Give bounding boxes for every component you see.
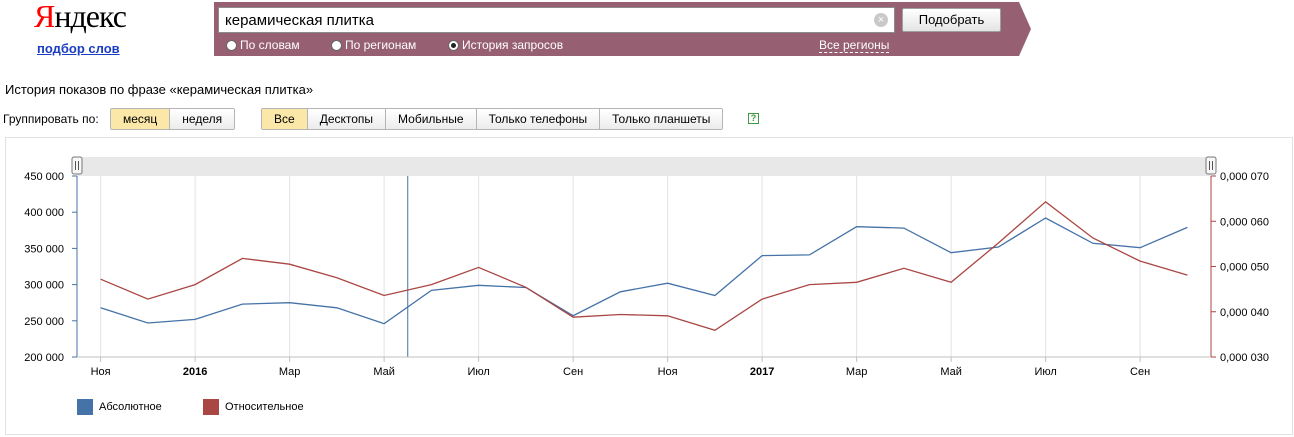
- range-navigator: [77, 157, 1211, 176]
- grip-handle-icon: [71, 156, 83, 175]
- y-right-tick-label: 0,000 030: [1220, 352, 1269, 364]
- y-left-tick-label: 400 000: [24, 207, 64, 219]
- device-mobile-button[interactable]: Мобильные: [385, 109, 476, 129]
- legend-item-absolute[interactable]: Абсолютное: [77, 399, 162, 415]
- device-switch: Все Десктопы Мобильные Только телефоны Т…: [261, 108, 724, 130]
- y-right-tick-label: 0,000 060: [1220, 216, 1269, 228]
- mode-label: История запросов: [462, 38, 564, 52]
- x-tick-label: Мар: [846, 366, 868, 378]
- x-tick-label: Ноя: [658, 366, 678, 378]
- group-by-label: Группировать по:: [3, 112, 99, 126]
- y-left-tick-label: 250 000: [24, 316, 64, 328]
- y-left-tick-label: 350 000: [24, 243, 64, 255]
- submit-button[interactable]: Подобрать: [902, 8, 1001, 32]
- radio-icon: [226, 39, 237, 51]
- mode-label: По словам: [240, 38, 300, 52]
- device-tablets-button[interactable]: Только планшеты: [599, 109, 723, 129]
- y-left-tick-label: 200 000: [24, 352, 64, 364]
- y-left-tick-label: 450 000: [24, 171, 64, 183]
- search-input[interactable]: керамическая плитка: [218, 7, 895, 33]
- help-icon[interactable]: ?: [748, 113, 759, 124]
- x-tick-label: 2017: [750, 366, 774, 378]
- grouping-switch: месяц неделя: [110, 108, 236, 130]
- x-tick-label: 2016: [183, 366, 207, 378]
- logo-first-letter: Я: [34, 0, 55, 34]
- range-handle-left[interactable]: [71, 156, 83, 175]
- grip-handle-icon: [1205, 156, 1217, 175]
- logo-rest: ндекс: [54, 0, 127, 34]
- page-title: История показов по фразе «керамическая п…: [5, 82, 314, 97]
- device-desktop-button[interactable]: Десктопы: [306, 109, 386, 129]
- radio-selected-icon: [448, 39, 459, 51]
- wordstat-link[interactable]: подбор слов: [37, 41, 120, 56]
- series-line-absolute: [100, 217, 1188, 325]
- y-right-tick-label: 0,000 040: [1220, 307, 1269, 319]
- mode-by-words[interactable]: По словам: [226, 38, 300, 52]
- x-tick-label: Сен: [563, 366, 583, 378]
- x-tick-label: Май: [373, 366, 395, 378]
- legend-label: Абсолютное: [99, 401, 162, 413]
- logo-text: Яндекс: [34, 0, 134, 32]
- clear-icon[interactable]: ×: [874, 13, 888, 27]
- device-phones-button[interactable]: Только телефоны: [475, 109, 600, 129]
- x-tick-label: Июл: [467, 366, 489, 378]
- x-tick-label: Мар: [279, 366, 301, 378]
- legend-item-relative[interactable]: Относительное: [203, 399, 304, 415]
- chart-frame: [5, 137, 1293, 435]
- radio-icon: [331, 39, 342, 51]
- y-right-tick-label: 0,000 070: [1220, 171, 1269, 183]
- mode-history[interactable]: История запросов: [448, 38, 563, 52]
- legend-swatch: [77, 399, 93, 415]
- range-handle-right[interactable]: [1205, 156, 1217, 175]
- legend-label: Относительное: [225, 401, 304, 413]
- x-tick-label: Ноя: [91, 366, 111, 378]
- mode-by-regions[interactable]: По регионам: [331, 38, 416, 52]
- group-month-button[interactable]: месяц: [111, 109, 170, 129]
- y-left-tick-label: 300 000: [24, 280, 64, 292]
- yandex-logo[interactable]: Яндекс подбор слов: [34, 0, 134, 56]
- all-regions-link[interactable]: Все регионы: [819, 38, 890, 53]
- mode-label: По регионам: [345, 38, 417, 52]
- group-week-button[interactable]: неделя: [169, 109, 235, 129]
- legend-swatch: [203, 399, 219, 415]
- x-tick-label: Сен: [1130, 366, 1150, 378]
- device-all-button[interactable]: Все: [262, 109, 307, 129]
- y-right-tick-label: 0,000 050: [1220, 262, 1269, 274]
- x-tick-label: Май: [940, 366, 962, 378]
- search-panel-arrow: [1019, 2, 1031, 56]
- series-line-relative: [100, 200, 1188, 332]
- x-tick-label: Июл: [1034, 366, 1056, 378]
